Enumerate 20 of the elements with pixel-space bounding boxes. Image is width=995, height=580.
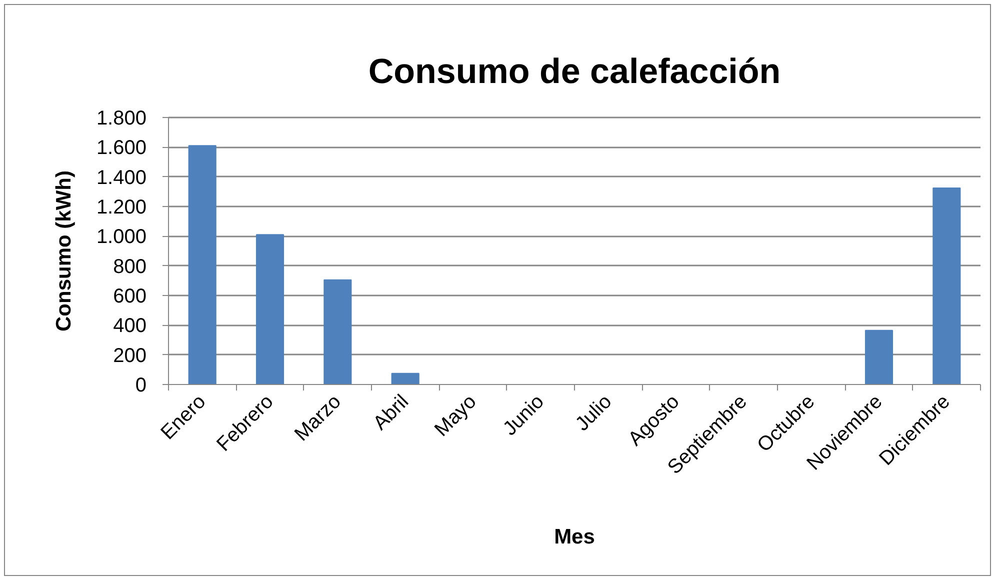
- y-tick-label: 0: [135, 374, 146, 396]
- chart-title: Consumo de calefacción: [368, 52, 781, 91]
- x-tick-label: Julio: [571, 390, 616, 436]
- y-tick-label: 200: [113, 344, 147, 367]
- y-axis-title: Consumo (kWh): [52, 170, 76, 332]
- y-tick-label: 1.000: [96, 226, 147, 248]
- bar: [324, 279, 352, 384]
- y-tick-label: 800: [113, 256, 147, 278]
- y-tick-label: 1.800: [96, 108, 147, 130]
- bar: [188, 145, 216, 384]
- bar: [864, 330, 894, 384]
- bar: [391, 372, 420, 384]
- y-tick-label: 400: [113, 315, 147, 338]
- bar: [256, 234, 284, 384]
- bar: [932, 187, 961, 384]
- y-tick-label: 1.600: [96, 137, 147, 160]
- y-tick-label: 600: [113, 286, 147, 308]
- x-axis-title: Mes: [554, 525, 595, 548]
- y-tick-label: 1.200: [96, 196, 147, 218]
- y-tick-label: 1.400: [96, 166, 147, 189]
